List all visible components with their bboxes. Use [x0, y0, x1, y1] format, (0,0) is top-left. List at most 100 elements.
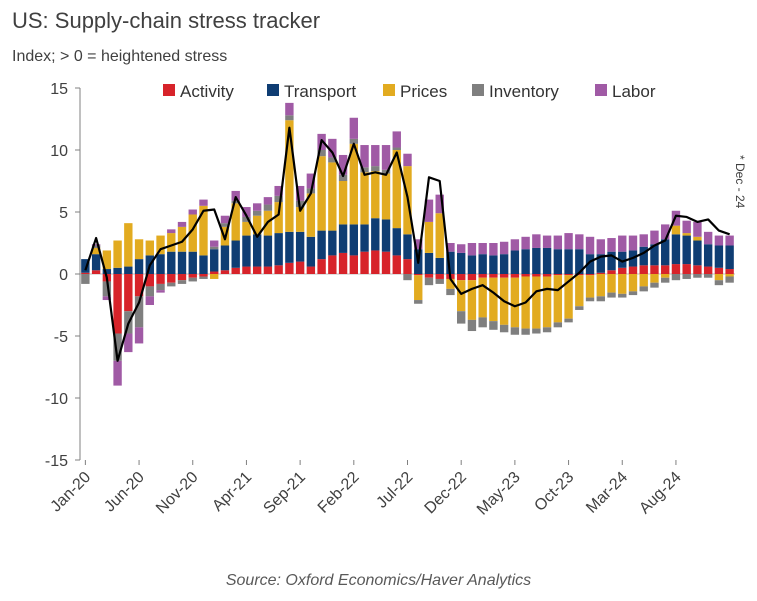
x-tick-label: Aug-24 [636, 469, 685, 518]
y-tick-label: -10 [45, 391, 68, 408]
bar-prices-5 [134, 239, 144, 260]
y-tick-label: 5 [59, 205, 68, 222]
bar-inventory-24 [338, 174, 348, 181]
bar-labor-38 [489, 243, 498, 256]
bar-prices-34 [446, 278, 455, 289]
bar-prices-10 [188, 214, 197, 252]
legend-label-transport: Transport [284, 82, 356, 101]
bar-transport-40 [510, 250, 520, 274]
bar-transport-9 [177, 251, 187, 274]
chart-subtitle: Index; > 0 = heightened stress [12, 48, 228, 65]
bar-labor-4 [124, 333, 133, 353]
bar-labor-39 [499, 241, 509, 255]
bar-transport-18 [274, 233, 283, 266]
bar-prices-44 [553, 275, 563, 323]
bar-labor-52 [639, 234, 648, 247]
bar-labor-1 [91, 244, 101, 246]
bar-transport-12 [210, 249, 219, 272]
bar-activity-43 [542, 274, 552, 277]
bar-labor-32 [424, 199, 434, 222]
bar-transport-53 [650, 244, 659, 266]
bar-inventory-39 [499, 324, 509, 333]
bar-inventory-22 [317, 150, 326, 157]
bar-labor-24 [338, 154, 348, 175]
bar-inventory-59 [714, 280, 724, 286]
bar-transport-56 [682, 235, 691, 265]
bar-activity-55 [671, 264, 681, 274]
bar-activity-15 [242, 266, 251, 274]
bar-labor-29 [392, 131, 401, 148]
bar-transport-11 [199, 255, 208, 274]
bar-transport-15 [242, 235, 251, 267]
bar-transport-39 [499, 254, 509, 274]
bar-labor-33 [435, 194, 444, 214]
bar-transport-49 [607, 251, 616, 271]
bar-labor-28 [381, 145, 391, 170]
bar-prices-7 [156, 235, 165, 255]
bar-prices-24 [338, 181, 348, 225]
bar-labor-19 [285, 102, 294, 116]
legend-label-labor: Labor [612, 82, 656, 101]
bar-activity-14 [231, 267, 240, 274]
bar-transport-43 [542, 247, 552, 274]
bar-inventory-45 [564, 318, 573, 323]
bar-activity-4 [124, 274, 133, 312]
bar-inventory-19 [285, 115, 294, 121]
bar-transport-3 [113, 267, 122, 274]
bar-inventory-18 [274, 195, 283, 203]
x-axis: Jan-20 Jun-20 Nov-20 Apr-21 Sep-21 Feb-22 Jul-… [48, 460, 685, 519]
bar-activity-13 [220, 270, 230, 274]
bar-labor-8 [167, 229, 176, 234]
bar-activity-8 [167, 274, 176, 283]
total-stress-line [84, 126, 730, 362]
bar-inventory-46 [575, 306, 584, 310]
legend-label-inventory: Inventory [489, 82, 559, 101]
bar-labor-54 [661, 224, 670, 240]
bar-transport-50 [618, 251, 627, 268]
bar-labor-37 [478, 243, 487, 255]
dec-24-annotation: * Dec - 24 [733, 155, 747, 209]
bar-labor-23 [328, 138, 337, 158]
bar-labor-3 [113, 360, 122, 386]
bar-inventory-29 [392, 147, 401, 150]
bar-activity-23 [328, 255, 337, 274]
bar-prices-21 [306, 193, 316, 237]
bar-prices-49 [607, 274, 616, 293]
bar-prices-52 [639, 274, 648, 287]
bar-activity-57 [693, 265, 702, 274]
x-tick-label: Nov-20 [153, 469, 202, 518]
bar-transport-57 [693, 240, 702, 266]
bar-labor-10 [188, 209, 197, 215]
bar-transport-60 [725, 245, 734, 270]
bar-inventory-53 [650, 282, 659, 288]
bar-prices-16 [252, 215, 262, 235]
bar-activity-54 [661, 265, 670, 274]
bar-activity-24 [338, 252, 348, 274]
bar-prices-35 [457, 280, 466, 312]
bar-activity-17 [263, 266, 273, 274]
legend-label-activity: Activity [180, 82, 234, 101]
y-tick-label: -15 [45, 453, 68, 470]
legend-swatch-transport [267, 84, 279, 96]
bar-labor-21 [306, 173, 316, 189]
bar-labor-48 [596, 239, 605, 255]
bar-activity-26 [360, 251, 369, 274]
bar-labor-12 [210, 240, 219, 247]
bar-inventory-10 [188, 277, 197, 282]
bar-labor-45 [564, 233, 573, 250]
bar-transport-32 [424, 252, 434, 274]
bar-prices-22 [317, 156, 326, 231]
bar-activity-9 [177, 274, 187, 281]
bar-activity-33 [435, 274, 444, 279]
bar-activity-42 [532, 274, 541, 277]
bar-activity-30 [403, 259, 412, 274]
bar-activity-47 [585, 274, 595, 276]
bar-inventory-32 [424, 277, 434, 286]
bar-transport-8 [167, 251, 176, 274]
bar-inventory-35 [457, 311, 466, 324]
bar-inventory-15 [242, 216, 251, 222]
bar-transport-38 [489, 255, 498, 274]
bar-prices-12 [210, 274, 219, 279]
bar-activity-27 [371, 250, 380, 274]
